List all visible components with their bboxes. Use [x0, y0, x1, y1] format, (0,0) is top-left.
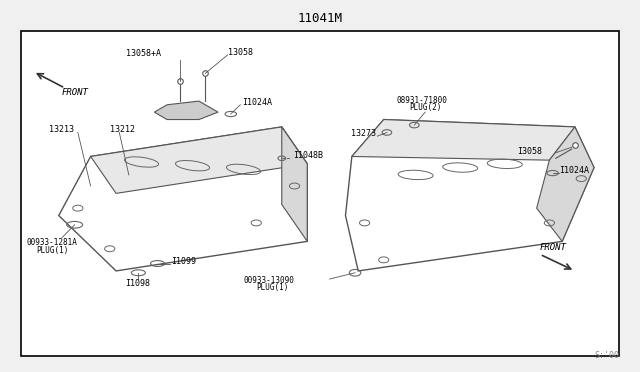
- Polygon shape: [154, 101, 218, 119]
- Text: I1024A: I1024A: [243, 98, 272, 107]
- Text: 11041M: 11041M: [298, 12, 342, 25]
- Text: 13213: 13213: [49, 125, 74, 134]
- Text: S:'00: S:'00: [595, 350, 620, 359]
- Text: PLUG(2): PLUG(2): [409, 103, 442, 112]
- Polygon shape: [282, 127, 307, 241]
- Text: 13058+A: 13058+A: [125, 49, 161, 58]
- Text: FRONT: FRONT: [540, 243, 566, 253]
- Text: FRONT: FRONT: [62, 88, 89, 97]
- Text: I1048B: I1048B: [293, 151, 323, 160]
- Text: 08931-71800: 08931-71800: [396, 96, 447, 105]
- Polygon shape: [537, 127, 594, 241]
- Text: 13273: 13273: [351, 129, 376, 138]
- Text: PLUG(1): PLUG(1): [36, 246, 69, 255]
- Text: 13058: 13058: [228, 48, 253, 57]
- FancyBboxPatch shape: [20, 31, 620, 356]
- Text: I1098: I1098: [125, 279, 150, 288]
- Text: 13212: 13212: [109, 125, 134, 134]
- Polygon shape: [352, 119, 575, 160]
- Text: 00933-13090: 00933-13090: [244, 276, 294, 285]
- Text: 00933-1281A: 00933-1281A: [27, 238, 77, 247]
- Text: I1024A: I1024A: [559, 166, 589, 176]
- Polygon shape: [91, 127, 307, 193]
- Text: I3058: I3058: [516, 147, 541, 155]
- Text: I1099: I1099: [172, 257, 196, 266]
- Text: PLUG(1): PLUG(1): [256, 283, 289, 292]
